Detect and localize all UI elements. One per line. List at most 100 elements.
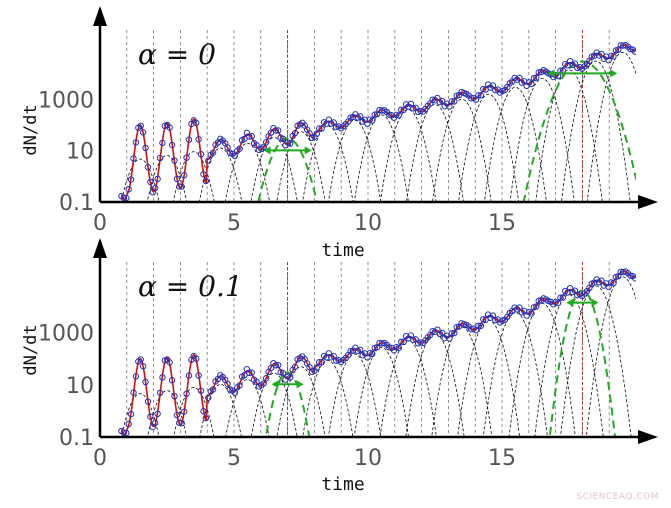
y-tick-label: 10 bbox=[66, 140, 94, 165]
data-point bbox=[316, 125, 323, 132]
data-point bbox=[439, 97, 446, 105]
data-point bbox=[224, 144, 231, 151]
data-point bbox=[224, 380, 231, 388]
data-point bbox=[313, 364, 321, 371]
data-point bbox=[627, 45, 634, 53]
width-arrowhead-left bbox=[547, 69, 555, 78]
component-curve bbox=[146, 390, 188, 437]
data-point bbox=[125, 186, 132, 193]
data-point bbox=[185, 136, 193, 143]
component-curve bbox=[172, 151, 215, 202]
data-point bbox=[154, 410, 161, 418]
component-curve bbox=[276, 131, 326, 202]
data-point bbox=[132, 139, 140, 146]
highlighted-component bbox=[264, 371, 311, 437]
data-point bbox=[166, 124, 173, 131]
data-point bbox=[205, 394, 212, 401]
data-point bbox=[248, 369, 255, 376]
data-point bbox=[200, 408, 207, 415]
x-axis-arrowhead bbox=[638, 195, 658, 209]
data-point bbox=[180, 408, 188, 415]
data-point bbox=[347, 114, 354, 121]
data-point bbox=[632, 275, 636, 282]
x-tick-label: 10 bbox=[354, 446, 382, 471]
data-point bbox=[197, 387, 205, 394]
width-arrowhead-right bbox=[296, 380, 304, 389]
data-point bbox=[275, 361, 282, 369]
component-curve bbox=[586, 51, 636, 202]
y-axis-arrowhead bbox=[93, 238, 107, 258]
data-point bbox=[535, 297, 542, 305]
alpha-annotation: α = 0.1 bbox=[138, 270, 243, 303]
component-curve bbox=[535, 69, 603, 202]
data-point bbox=[152, 184, 159, 192]
component-curve bbox=[328, 353, 382, 437]
data-point bbox=[291, 129, 299, 137]
data-point bbox=[279, 370, 287, 377]
data-point bbox=[318, 125, 325, 132]
y-tick-label: 1000 bbox=[38, 88, 94, 113]
data-point bbox=[195, 136, 202, 143]
data-point bbox=[475, 322, 482, 330]
data-point bbox=[197, 151, 205, 158]
data-point bbox=[156, 154, 164, 162]
data-point bbox=[195, 372, 202, 379]
x-tick-label: 5 bbox=[227, 211, 241, 236]
data-point bbox=[395, 344, 403, 351]
data-point bbox=[173, 175, 181, 183]
data-point bbox=[147, 413, 154, 420]
data-point bbox=[369, 117, 376, 124]
data-point bbox=[480, 316, 487, 323]
y-tick-label: 0.1 bbox=[59, 426, 94, 451]
data-point bbox=[369, 350, 376, 358]
data-point bbox=[180, 172, 188, 179]
width-arrowhead-right bbox=[591, 298, 599, 307]
component-curve bbox=[198, 147, 243, 202]
width-arrowhead-left bbox=[566, 298, 574, 307]
data-point bbox=[528, 310, 535, 317]
highlighted-component bbox=[548, 289, 617, 437]
data-point bbox=[316, 358, 323, 366]
data-point bbox=[209, 386, 217, 393]
data-point bbox=[279, 135, 287, 143]
data-point bbox=[260, 380, 267, 387]
data-point bbox=[480, 85, 487, 93]
data-point bbox=[610, 53, 617, 60]
data-point bbox=[246, 133, 253, 140]
component-curve bbox=[173, 386, 215, 437]
watermark: SCIENCEAQ.COM bbox=[576, 492, 659, 502]
data-point bbox=[272, 127, 280, 134]
data-point bbox=[205, 157, 212, 165]
data-point bbox=[598, 277, 605, 284]
data-point bbox=[156, 389, 164, 396]
component-curve bbox=[431, 326, 493, 437]
data-point bbox=[142, 378, 149, 386]
y-tick-label: 0.1 bbox=[59, 191, 94, 216]
data-point bbox=[477, 92, 485, 99]
data-point bbox=[448, 98, 456, 105]
data-point bbox=[178, 419, 185, 427]
component-curve bbox=[508, 303, 576, 437]
component-curve bbox=[146, 154, 188, 202]
component-curve bbox=[432, 98, 492, 202]
data-point bbox=[398, 338, 405, 345]
data-point bbox=[127, 410, 135, 418]
component-curve bbox=[560, 60, 631, 202]
data-point bbox=[139, 363, 147, 370]
data-point bbox=[554, 299, 562, 307]
data-point bbox=[236, 145, 243, 152]
data-point bbox=[446, 335, 453, 342]
x-axis-label: time bbox=[321, 240, 364, 261]
y-axis-arrowhead bbox=[93, 6, 107, 26]
plot-area bbox=[118, 262, 636, 437]
data-point bbox=[528, 80, 535, 88]
data-point bbox=[127, 176, 135, 183]
width-arrowhead-right bbox=[304, 146, 312, 155]
data-point bbox=[178, 183, 185, 190]
data-point bbox=[168, 141, 176, 149]
data-point bbox=[410, 105, 417, 112]
data-point bbox=[168, 377, 176, 384]
data-point bbox=[152, 419, 159, 427]
data-point bbox=[176, 183, 183, 190]
x-tick-label: 0 bbox=[93, 211, 107, 236]
